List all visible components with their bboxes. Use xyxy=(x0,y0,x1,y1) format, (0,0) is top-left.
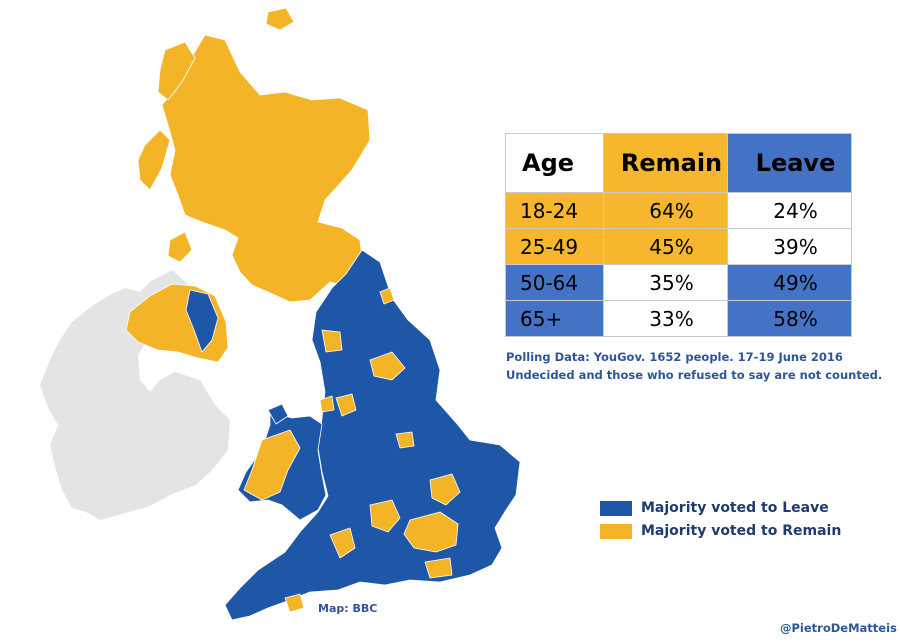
polling-source-note: Polling Data: YouGov. 1652 people. 17-19… xyxy=(506,350,843,364)
table-row: 50-64 35% 49% xyxy=(505,264,852,301)
leeds-remain xyxy=(369,351,406,381)
remain-cell: 33% xyxy=(603,300,728,337)
leave-cell: 49% xyxy=(727,264,852,301)
northern-ireland-leave-east xyxy=(185,289,219,353)
age-cell: 25-49 xyxy=(505,228,604,265)
legend-remain-label: Majority voted to Remain xyxy=(641,523,842,539)
header-age: Age xyxy=(505,133,604,193)
age-vote-table: Age Remain Leave 18-24 64% 24% 25-49 45%… xyxy=(505,133,852,337)
legend-leave: Majority voted to Leave xyxy=(600,500,829,516)
remain-cell: 64% xyxy=(603,192,728,229)
header-leave: Leave xyxy=(727,133,852,193)
london-remain xyxy=(403,511,459,553)
table-row: 18-24 64% 24% xyxy=(505,192,852,229)
table-header-row: Age Remain Leave xyxy=(505,133,852,193)
polling-exclusion-note: Undecided and those who refused to say a… xyxy=(506,368,883,382)
legend-remain: Majority voted to Remain xyxy=(600,523,841,539)
liverpool-remain xyxy=(319,395,335,413)
manchester-remain xyxy=(335,393,357,417)
table-row: 25-49 45% 39% xyxy=(505,228,852,265)
lake-district-remain xyxy=(321,329,343,353)
lewis-island xyxy=(157,41,196,101)
bristol-remain xyxy=(329,527,356,559)
ireland-landmass xyxy=(40,270,230,520)
oxford-remain xyxy=(369,499,401,533)
anglesey-island xyxy=(267,403,289,425)
leave-swatch xyxy=(600,500,632,516)
leave-cell: 39% xyxy=(727,228,852,265)
legend-leave-label: Majority voted to Leave xyxy=(641,500,829,516)
remain-cell: 45% xyxy=(603,228,728,265)
header-remain: Remain xyxy=(603,133,728,193)
author-credit: @PietroDeMatteis xyxy=(780,621,897,635)
remain-swatch xyxy=(600,523,632,539)
wales-remain-west xyxy=(243,429,301,501)
hebrides-island xyxy=(137,129,171,191)
age-cell: 50-64 xyxy=(505,264,604,301)
map-credit: Map: BBC xyxy=(318,602,378,615)
remain-cell: 35% xyxy=(603,264,728,301)
nottingham-remain xyxy=(395,431,415,449)
leave-cell: 58% xyxy=(727,300,852,337)
islay-island xyxy=(167,231,193,263)
orkney-island xyxy=(265,7,295,31)
scotland-region xyxy=(161,34,371,303)
leave-cell: 24% xyxy=(727,192,852,229)
age-cell: 18-24 xyxy=(505,192,604,229)
cambridge-remain xyxy=(429,473,461,506)
exeter-remain xyxy=(284,593,305,613)
brighton-remain xyxy=(424,557,453,579)
age-cell: 65+ xyxy=(505,300,604,337)
table-row: 65+ 33% 58% xyxy=(505,300,852,337)
newcastle-remain xyxy=(379,287,395,305)
